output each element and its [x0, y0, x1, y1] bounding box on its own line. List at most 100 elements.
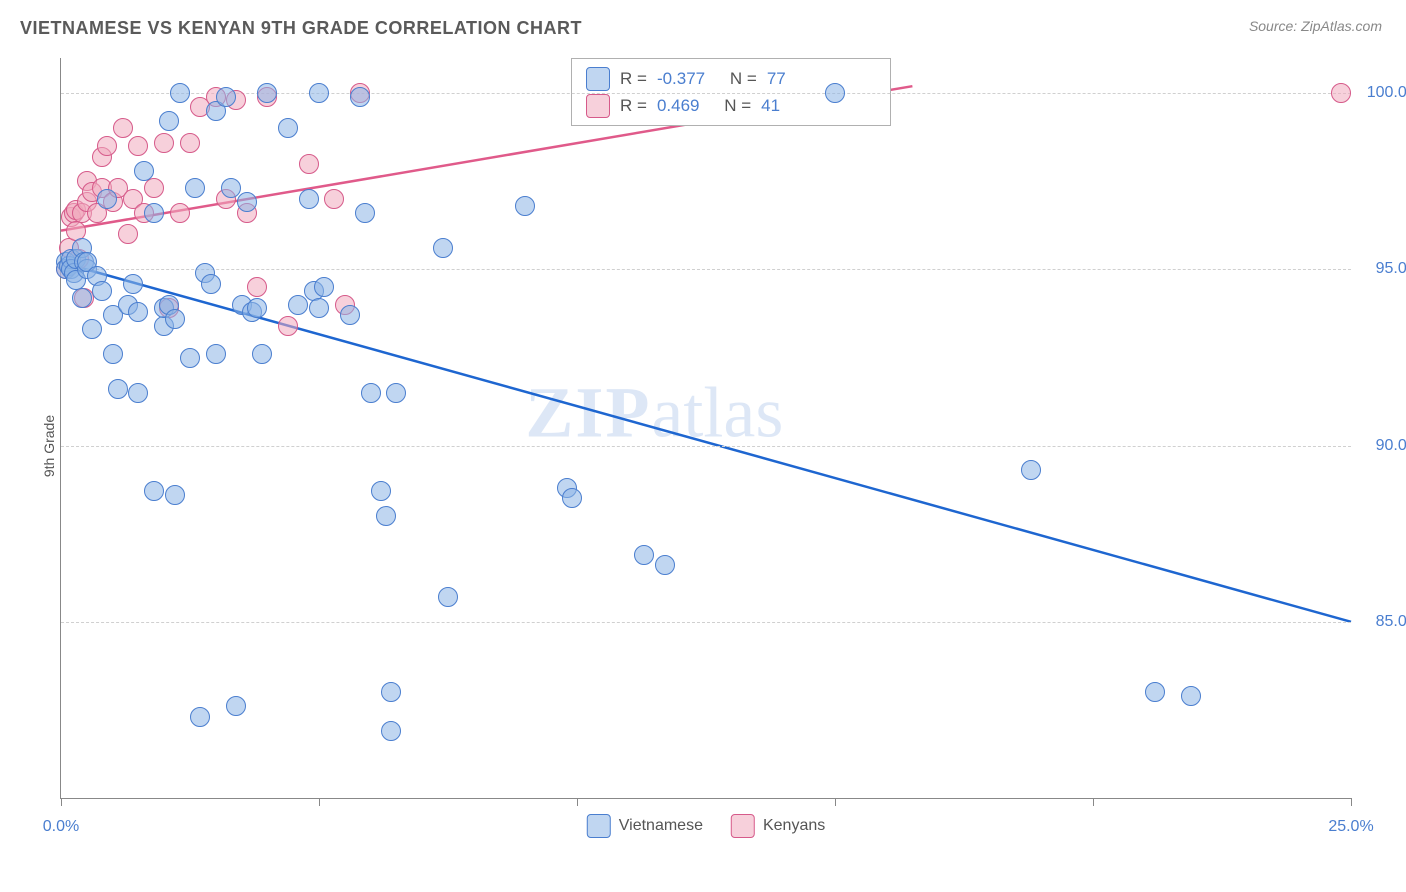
legend-label: Vietnamese [619, 817, 703, 835]
data-point-vietnamese [103, 344, 123, 364]
data-point-kenyans [324, 189, 344, 209]
legend-swatch [587, 814, 611, 838]
data-point-kenyans [170, 203, 190, 223]
data-point-vietnamese [288, 295, 308, 315]
data-point-vietnamese [97, 189, 117, 209]
data-point-vietnamese [134, 161, 154, 181]
data-point-vietnamese [1145, 682, 1165, 702]
data-point-vietnamese [515, 196, 535, 216]
n-label: N = [730, 65, 757, 92]
data-point-kenyans [247, 277, 267, 297]
data-point-vietnamese [216, 87, 236, 107]
data-point-vietnamese [825, 83, 845, 103]
data-point-vietnamese [299, 189, 319, 209]
gridline [61, 93, 1351, 94]
data-point-vietnamese [165, 485, 185, 505]
data-point-vietnamese [226, 696, 246, 716]
y-tick-label: 95.0% [1376, 260, 1406, 278]
data-point-vietnamese [123, 274, 143, 294]
data-point-kenyans [128, 136, 148, 156]
data-point-vietnamese [381, 721, 401, 741]
data-point-vietnamese [371, 481, 391, 501]
data-point-kenyans [97, 136, 117, 156]
r-label: R = [620, 92, 647, 119]
legend-label: Kenyans [763, 817, 825, 835]
gridline [61, 269, 1351, 270]
data-point-vietnamese [634, 545, 654, 565]
legend-swatch [586, 67, 610, 91]
data-point-vietnamese [314, 277, 334, 297]
data-point-vietnamese [247, 298, 267, 318]
y-tick-label: 85.0% [1376, 613, 1406, 631]
legend-item-vietnamese: Vietnamese [587, 814, 703, 838]
data-point-vietnamese [309, 83, 329, 103]
data-point-vietnamese [144, 203, 164, 223]
n-label: N = [724, 92, 751, 119]
data-point-vietnamese [355, 203, 375, 223]
data-point-kenyans [278, 316, 298, 336]
data-point-vietnamese [252, 344, 272, 364]
data-point-vietnamese [128, 383, 148, 403]
y-axis-label: 9th Grade [41, 415, 57, 477]
legend-swatch [586, 94, 610, 118]
x-tick [1351, 798, 1352, 806]
x-tick [61, 798, 62, 806]
data-point-vietnamese [128, 302, 148, 322]
data-point-vietnamese [72, 288, 92, 308]
data-point-vietnamese [165, 309, 185, 329]
gridline [61, 446, 1351, 447]
data-point-vietnamese [309, 298, 329, 318]
x-tick-label: 0.0% [43, 818, 79, 836]
data-point-vietnamese [376, 506, 396, 526]
legend-item-kenyans: Kenyans [731, 814, 825, 838]
x-tick [835, 798, 836, 806]
data-point-vietnamese [350, 87, 370, 107]
chart-container: VIETNAMESE VS KENYAN 9TH GRADE CORRELATI… [0, 0, 1406, 892]
x-tick [1093, 798, 1094, 806]
data-point-vietnamese [1181, 686, 1201, 706]
data-point-kenyans [154, 133, 174, 153]
data-point-kenyans [299, 154, 319, 174]
data-point-vietnamese [386, 383, 406, 403]
y-tick-label: 90.0% [1376, 437, 1406, 455]
data-point-vietnamese [201, 274, 221, 294]
n-value: 41 [761, 92, 780, 119]
data-point-vietnamese [180, 348, 200, 368]
data-point-kenyans [1331, 83, 1351, 103]
gridline [61, 622, 1351, 623]
data-point-vietnamese [170, 83, 190, 103]
data-point-vietnamese [108, 379, 128, 399]
r-label: R = [620, 65, 647, 92]
n-value: 77 [767, 65, 786, 92]
legend-swatch [731, 814, 755, 838]
data-point-kenyans [180, 133, 200, 153]
r-value: 0.469 [657, 92, 700, 119]
data-point-kenyans [118, 224, 138, 244]
data-point-vietnamese [257, 83, 277, 103]
x-tick [319, 798, 320, 806]
data-point-vietnamese [144, 481, 164, 501]
x-tick [577, 798, 578, 806]
r-value: -0.377 [657, 65, 705, 92]
data-point-vietnamese [82, 319, 102, 339]
data-point-vietnamese [433, 238, 453, 258]
data-point-vietnamese [340, 305, 360, 325]
data-point-vietnamese [206, 344, 226, 364]
data-point-vietnamese [381, 682, 401, 702]
data-point-vietnamese [361, 383, 381, 403]
data-point-vietnamese [1021, 460, 1041, 480]
chart-title: VIETNAMESE VS KENYAN 9TH GRADE CORRELATI… [20, 18, 582, 39]
data-point-vietnamese [278, 118, 298, 138]
data-point-vietnamese [237, 192, 257, 212]
data-point-vietnamese [92, 281, 112, 301]
y-tick-label: 100.0% [1367, 84, 1406, 102]
x-tick-label: 25.0% [1328, 818, 1373, 836]
data-point-vietnamese [655, 555, 675, 575]
data-point-kenyans [113, 118, 133, 138]
data-point-vietnamese [562, 488, 582, 508]
data-point-vietnamese [159, 111, 179, 131]
data-point-kenyans [144, 178, 164, 198]
series-legend: Vietnamese Kenyans [587, 814, 825, 838]
data-point-vietnamese [185, 178, 205, 198]
plot-area: ZIPatlas R = -0.377 N = 77 R = 0.469 N =… [60, 58, 1351, 799]
